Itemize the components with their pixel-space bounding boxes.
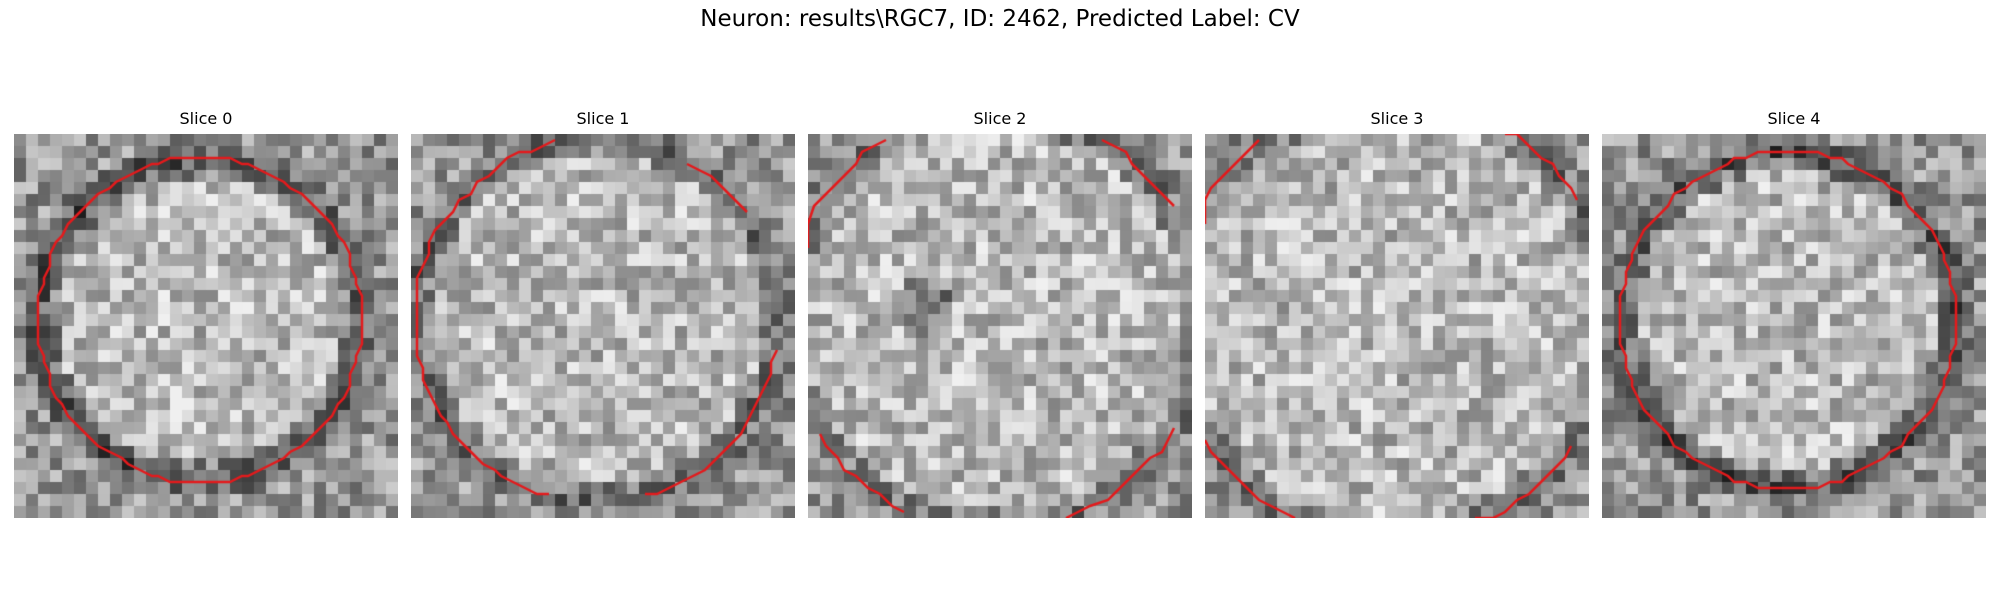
slice-title: Slice 1 xyxy=(576,109,630,128)
slice-title: Slice 4 xyxy=(1767,109,1821,128)
slice-title: Slice 0 xyxy=(179,109,233,128)
slice-image xyxy=(1602,134,1986,518)
slice-image xyxy=(14,134,398,518)
figure-title: Neuron: results\RGC7, ID: 2462, Predicte… xyxy=(700,6,1300,32)
slice-panel-3: Slice 3 xyxy=(1205,108,1589,518)
slice-title: Slice 2 xyxy=(973,109,1027,128)
slice-title: Slice 3 xyxy=(1370,109,1424,128)
slice-panel-2: Slice 2 xyxy=(808,108,1192,518)
slice-panel-0: Slice 0 xyxy=(14,108,398,518)
slice-image xyxy=(411,134,795,518)
slice-image xyxy=(1205,134,1589,518)
slice-image xyxy=(808,134,1192,518)
slice-panel-1: Slice 1 xyxy=(411,108,795,518)
slice-panel-4: Slice 4 xyxy=(1602,108,1986,518)
